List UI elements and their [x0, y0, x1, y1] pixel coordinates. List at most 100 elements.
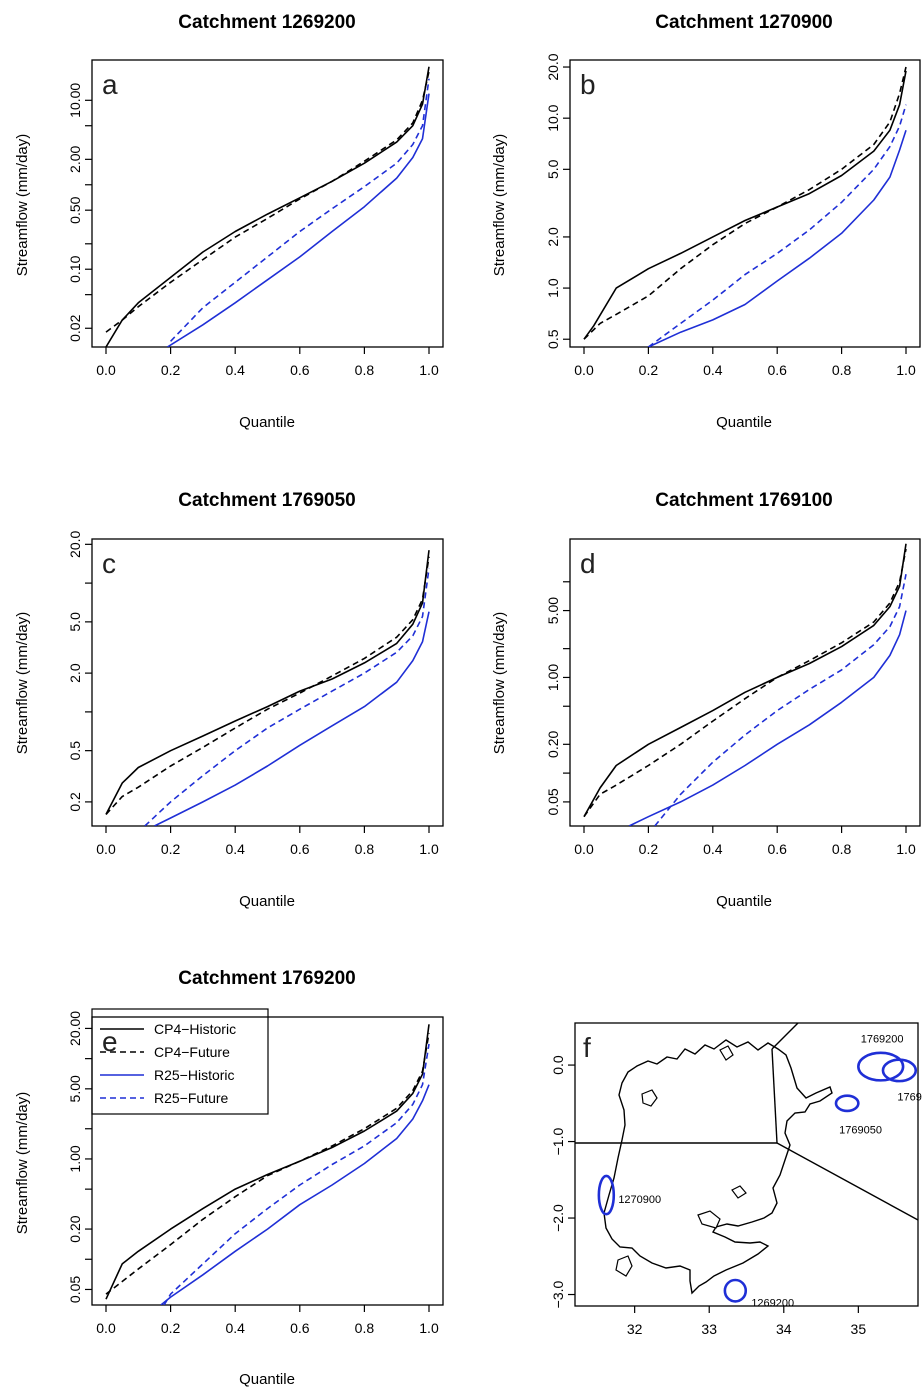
x-tick-label: 0.8 — [832, 362, 852, 378]
panel-letter: a — [102, 69, 118, 100]
lake-outline — [603, 1039, 833, 1295]
y-tick-label: 5.0 — [545, 159, 561, 179]
x-tick-label: 0.6 — [767, 841, 787, 857]
catchment-label-1270900: 1270900 — [618, 1194, 661, 1206]
y-tick-label: 0.02 — [67, 314, 83, 341]
y-tick-label: 2.0 — [67, 663, 83, 683]
x-tick-label: 0.4 — [225, 362, 245, 378]
y-axis-label: Streamflow (mm/day) — [14, 1092, 31, 1235]
plot-frame — [91, 59, 444, 348]
y-tick-label: 10.0 — [545, 104, 561, 131]
x-tick-label: 0.8 — [832, 841, 852, 857]
plot-frame — [569, 538, 921, 827]
catchment-label-1769200: 1769200 — [861, 1034, 904, 1046]
y-axis-label: Streamflow (mm/day) — [491, 134, 508, 277]
plot-frame — [91, 538, 444, 827]
chart-title: Catchment 1769050 — [178, 490, 355, 511]
x-tick-label: 0.8 — [355, 841, 375, 857]
legend-label: R25−Future — [154, 1090, 229, 1106]
plot-b: b 0.0 0.2 0.4 0.6 0.8 1.0 0.5 1.0 2.0 5.0 10.0 20.0 — [545, 53, 921, 378]
y-axis-label: Streamflow (mm/day) — [14, 612, 31, 755]
x-axis-label: Quantile — [716, 414, 772, 431]
x-axis-label: Quantile — [239, 1371, 295, 1388]
series-line-cp4-historic — [105, 1024, 430, 1300]
map-y-tick-label: −2.0 — [550, 1204, 566, 1232]
plot-frame — [569, 59, 921, 348]
catchment-outline-1769050 — [834, 1094, 860, 1113]
map-x-tick-label: 33 — [701, 1321, 717, 1337]
catchments: 1769200 1769100 1769050 1270900 1269200 — [597, 1034, 922, 1310]
plot-e: e 0.0 0.2 0.4 0.6 0.8 1.0 0.05 0.20 1.00 5.00 20.00 — [67, 1011, 444, 1336]
panel-letter: d — [580, 548, 596, 579]
map-x-tick-label: 34 — [776, 1321, 792, 1337]
legend: CP4−Historic CP4−Future R25−Historic R25… — [91, 1008, 269, 1115]
catchment-outline-1270900 — [597, 1174, 616, 1216]
series-line-cp4-future — [105, 556, 430, 815]
series-line-r25-historic — [160, 1084, 430, 1305]
chart-title: Catchment 1270900 — [655, 12, 832, 33]
series-line-r25-future — [163, 1043, 430, 1305]
y-tick-label: 2.0 — [545, 227, 561, 247]
legend-label: CP4−Historic — [154, 1021, 236, 1037]
y-tick-label: 20.0 — [67, 530, 83, 557]
x-tick-label: 1.0 — [896, 362, 916, 378]
legend-box — [91, 1008, 269, 1115]
catchment-label-1269200: 1269200 — [751, 1298, 794, 1310]
x-axis-label: Quantile — [239, 893, 295, 910]
legend-item-r25-historic: R25−Historic — [100, 1067, 235, 1083]
legend-label: CP4−Future — [154, 1044, 230, 1060]
series-line-cp4-historic — [105, 66, 430, 347]
series-line-cp4-historic — [105, 550, 430, 815]
series-line-r25-historic — [648, 129, 907, 347]
y-axis-label: Streamflow (mm/day) — [491, 612, 508, 755]
series-group — [583, 66, 907, 347]
y-tick-label: 20.0 — [545, 53, 561, 80]
y-tick-label: 0.50 — [67, 196, 83, 223]
y-axis-label: Streamflow (mm/day) — [14, 134, 31, 277]
map-x-tick-label: 35 — [851, 1321, 867, 1337]
x-tick-label: 0.2 — [639, 362, 659, 378]
chart-title: Catchment 1769200 — [178, 968, 355, 989]
plot-frame — [91, 1016, 444, 1306]
legend-item-r25-future: R25−Future — [100, 1090, 229, 1106]
plot-d: d 0.0 0.2 0.4 0.6 0.8 1.0 0.05 0.20 1.00 5.00 — [545, 538, 921, 857]
svg-text:Streamflow (mm/day): Streamflow (mm/day) — [491, 134, 508, 277]
series-line-r25-historic — [166, 93, 430, 347]
plot-a: a 0.0 0.2 0.4 0.6 0.8 1.0 0.02 0.10 0.50 2.00 10.00 — [67, 59, 444, 378]
y-tick-label: 1.00 — [67, 1145, 83, 1172]
x-tick-label: 0.0 — [96, 362, 116, 378]
y-tick-label: 0.20 — [545, 730, 561, 757]
x-tick-label: 0.8 — [355, 362, 375, 378]
x-tick-label: 0.4 — [225, 841, 245, 857]
x-tick-label: 0.6 — [290, 1320, 310, 1336]
x-tick-label: 0.0 — [574, 362, 594, 378]
catchment-outline-1769200 — [857, 1051, 905, 1082]
svg-text:Streamflow (mm/day): Streamflow (mm/day) — [14, 1092, 31, 1235]
country-borders — [575, 1022, 919, 1221]
y-tick-label: 0.10 — [67, 255, 83, 282]
series-line-r25-future — [144, 568, 430, 826]
y-tick-label: 0.5 — [67, 741, 83, 761]
x-tick-label: 0.4 — [703, 362, 723, 378]
chart-title: Catchment 1269200 — [178, 12, 355, 33]
x-tick-label: 1.0 — [896, 841, 916, 857]
series-group — [583, 543, 907, 826]
series-line-cp4-future — [583, 66, 907, 340]
series-line-cp4-historic — [583, 543, 907, 818]
plot-c: c 0.0 0.2 0.4 0.6 0.8 1.0 0.2 0.5 2.0 5.0 20.0 — [67, 530, 444, 857]
svg-text:Streamflow (mm/day): Streamflow (mm/day) — [14, 134, 31, 277]
series-line-r25-historic — [154, 611, 430, 826]
x-tick-label: 1.0 — [419, 362, 439, 378]
map-frame — [574, 1022, 919, 1307]
svg-text:Streamflow (mm/day): Streamflow (mm/day) — [14, 612, 31, 755]
x-tick-label: 0.8 — [355, 1320, 375, 1336]
x-tick-label: 0.6 — [290, 841, 310, 857]
map-y-tick-label: 0.0 — [550, 1055, 566, 1075]
panel-b: Catchment 1270900 Streamflow (mm/day) Qu… — [491, 12, 833, 431]
y-tick-label: 2.00 — [67, 145, 83, 172]
panel-d: Catchment 1769100 Streamflow (mm/day) Qu… — [491, 490, 833, 910]
map-x-tick-label: 32 — [627, 1321, 643, 1337]
x-tick-label: 0.2 — [161, 362, 181, 378]
y-tick-label: 0.20 — [67, 1215, 83, 1242]
